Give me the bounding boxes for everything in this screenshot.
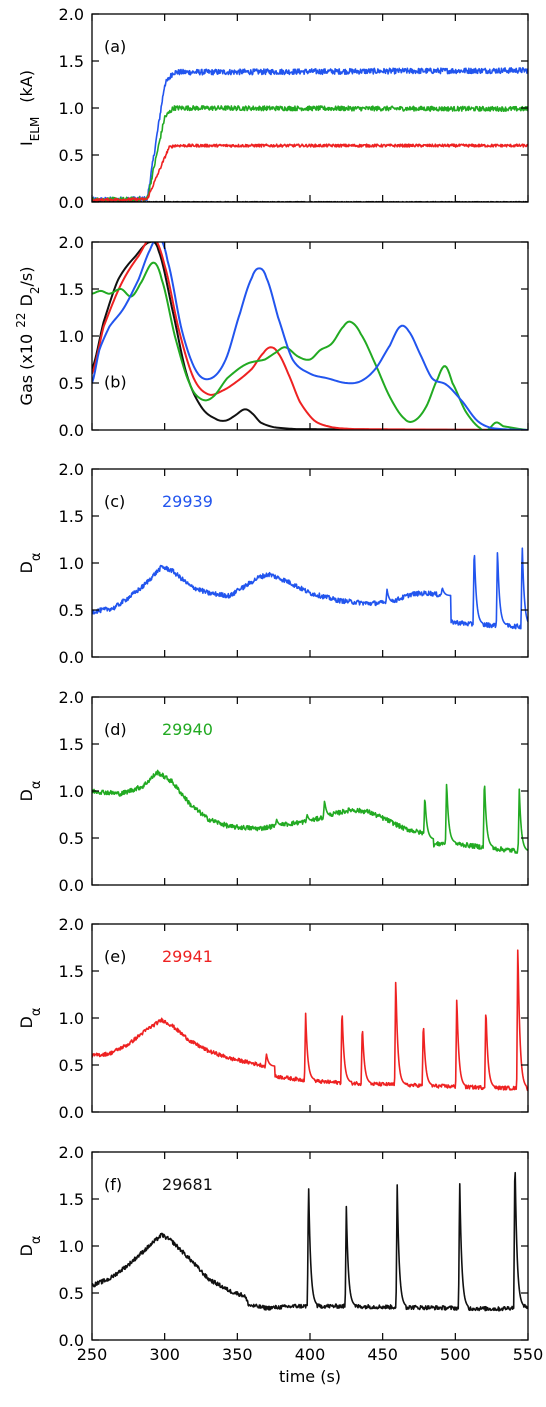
y-tick-label: 1.0 <box>59 554 84 573</box>
shot-number-label: 29940 <box>162 720 213 739</box>
y-tick-label: 1.0 <box>59 99 84 118</box>
series-green-line <box>92 261 528 430</box>
y-tick-label: 2.0 <box>59 915 84 934</box>
y-tick-label: 2.0 <box>59 233 84 252</box>
shot-number-label: 29939 <box>162 492 213 511</box>
y-tick-label: 0.0 <box>59 876 84 895</box>
series-blue-line <box>92 547 528 630</box>
y-tick-label: 1.5 <box>59 507 84 526</box>
y-tick-label: 2.0 <box>59 688 84 707</box>
y-tick-label: 2.0 <box>59 1143 84 1162</box>
y-tick-label: 0.5 <box>59 374 84 393</box>
axes-frame <box>91 696 529 886</box>
panel-e: 0.0 0.5 1.0 1.5 2.0 (e) 29941 Dα <box>17 915 529 1122</box>
y-tick-label: 1.0 <box>59 1237 84 1256</box>
plot-area <box>92 949 528 1092</box>
x-tick-label: 350 <box>222 1345 253 1364</box>
panel-letter: (b) <box>104 373 127 392</box>
shot-number-label: 29681 <box>162 1175 213 1194</box>
y-tick-label: 1.0 <box>59 327 84 346</box>
panel-letter: (c) <box>104 492 125 511</box>
panel-b: 0.0 0.5 1.0 1.5 2.0 (b) Gas (x1022D2/s) <box>14 233 529 440</box>
y-tick-label: 1.5 <box>59 52 84 71</box>
y-tick-label: 1.5 <box>59 1190 84 1209</box>
y-tick-label: 1.0 <box>59 782 84 801</box>
panel-c: 0.0 0.5 1.0 1.5 2.0 (c) 29939 Dα <box>17 460 529 667</box>
x-tick-label: 550 <box>513 1345 544 1364</box>
panel-letter: (d) <box>104 720 127 739</box>
panel-d: 0.0 0.5 1.0 1.5 2.0 (d) 29940 Dα <box>17 688 529 895</box>
y-axis-title: Dα <box>17 1236 44 1257</box>
series-green-line <box>92 105 528 202</box>
y-tick-label: 2.0 <box>59 460 84 479</box>
x-tick-label: 450 <box>367 1345 398 1364</box>
plot-area <box>92 242 528 430</box>
y-tick-label: 0.0 <box>59 1103 84 1122</box>
x-tick-label: 250 <box>77 1345 108 1364</box>
y-tick-label: 1.0 <box>59 1009 84 1028</box>
series-black-line <box>92 1171 528 1312</box>
y-axis-title: IELM(kA) <box>17 70 42 146</box>
panel-letter: (f) <box>104 1175 122 1194</box>
y-tick-label: 1.5 <box>59 735 84 754</box>
axes-frame <box>91 468 529 658</box>
y-tick-label: 0.5 <box>59 829 84 848</box>
plot-area <box>92 769 528 854</box>
y-tick-label: 0.5 <box>59 601 84 620</box>
y-tick-label: 0.0 <box>59 648 84 667</box>
x-tick-label: 500 <box>440 1345 471 1364</box>
series-red-line <box>92 949 528 1092</box>
series-red-line <box>92 143 528 202</box>
y-tick-label: 2.0 <box>59 5 84 24</box>
y-tick-label: 0.5 <box>59 1056 84 1075</box>
panel-letter: (a) <box>104 37 126 56</box>
y-tick-label: 0.5 <box>59 1284 84 1303</box>
panel-letter: (e) <box>104 947 126 966</box>
plot-area <box>92 66 528 202</box>
y-axis-title: Dα <box>17 553 44 574</box>
x-tick-label: 300 <box>149 1345 180 1364</box>
y-tick-label: 1.5 <box>59 280 84 299</box>
y-tick-label: 1.5 <box>59 962 84 981</box>
y-tick-label: 0.0 <box>59 421 84 440</box>
y-axis-title: Dα <box>17 781 44 802</box>
panel-a: 0.0 0.5 1.0 1.5 2.0 (a) IELM(kA) <box>17 5 529 212</box>
y-axis-title: Dα <box>17 1008 44 1029</box>
y-tick-label: 0.5 <box>59 146 84 165</box>
axes-frame <box>91 923 529 1113</box>
shot-number-label: 29941 <box>162 947 213 966</box>
plot-area <box>92 547 528 630</box>
series-green-line <box>92 769 528 854</box>
y-tick-label: 0.0 <box>59 193 84 212</box>
x-axis-title: time (s) <box>279 1367 341 1386</box>
plot-area <box>92 1171 528 1312</box>
panel-f: 0.0 0.5 1.0 1.5 2.0 250 300 350 400 450 500 550 time… <box>17 1143 543 1386</box>
y-axis-title: Gas (x1022D2/s) <box>14 267 42 406</box>
y-tick-label: 0.0 <box>59 1331 84 1350</box>
x-tick-label: 400 <box>295 1345 326 1364</box>
series-blue-line <box>92 66 528 202</box>
